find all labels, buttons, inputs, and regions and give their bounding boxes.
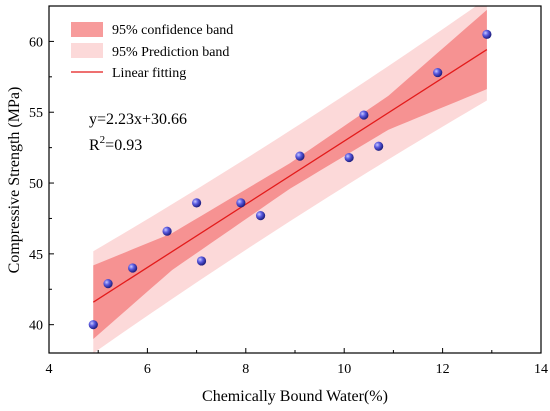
- data-point: [374, 141, 384, 151]
- confidence-band: [93, 9, 487, 340]
- x-tick-label: 12: [436, 362, 450, 377]
- y-axis-ticks: 40 45 50 55 60: [29, 35, 54, 334]
- legend-swatch-confidence: [71, 22, 103, 37]
- x-tick-label: 6: [144, 362, 151, 377]
- data-point: [433, 67, 443, 78]
- fit-layer: [92, 48, 488, 303]
- y-axis-title: Compressive Strength (MPa): [6, 87, 23, 274]
- data-point: [236, 198, 246, 208]
- fit-equation: y=2.23x+30.66: [89, 111, 187, 128]
- data-point: [128, 263, 138, 273]
- x-tick-label: 4: [46, 362, 53, 377]
- data-point: [162, 226, 172, 236]
- y-tick-label: 55: [29, 106, 43, 121]
- legend-swatch-prediction: [71, 43, 103, 58]
- x-tick-label: 14: [534, 362, 548, 377]
- data-point: [255, 211, 266, 221]
- y-tick-label: 50: [29, 177, 43, 192]
- points-layer: [88, 29, 492, 330]
- data-point: [295, 151, 305, 161]
- legend-label-fit: Linear fitting: [112, 66, 186, 81]
- bands-layer: [93, 6, 487, 353]
- fit-line: [92, 48, 488, 303]
- y-tick-label: 40: [29, 319, 43, 334]
- r-squared: R2=0.93: [89, 134, 142, 154]
- data-point: [103, 279, 113, 289]
- data-point: [482, 29, 492, 39]
- x-axis-title: Chemically Bound Water(%): [202, 388, 388, 405]
- data-point: [192, 198, 202, 208]
- y-tick-label: 45: [29, 248, 43, 263]
- legend-label-confidence: 95% confidence band: [112, 23, 233, 38]
- legend: 95% confidence band 95% Prediction band …: [71, 22, 233, 81]
- x-tick-label: 10: [337, 362, 351, 377]
- data-point: [344, 152, 354, 163]
- x-tick-label: 8: [242, 362, 249, 377]
- x-axis-ticks: 4 6 8 10 12 14: [46, 348, 548, 377]
- y-tick-label: 60: [29, 35, 43, 50]
- data-point: [359, 110, 369, 120]
- legend-label-prediction: 95% Prediction band: [112, 45, 229, 60]
- data-point: [196, 256, 207, 266]
- data-point: [88, 320, 98, 330]
